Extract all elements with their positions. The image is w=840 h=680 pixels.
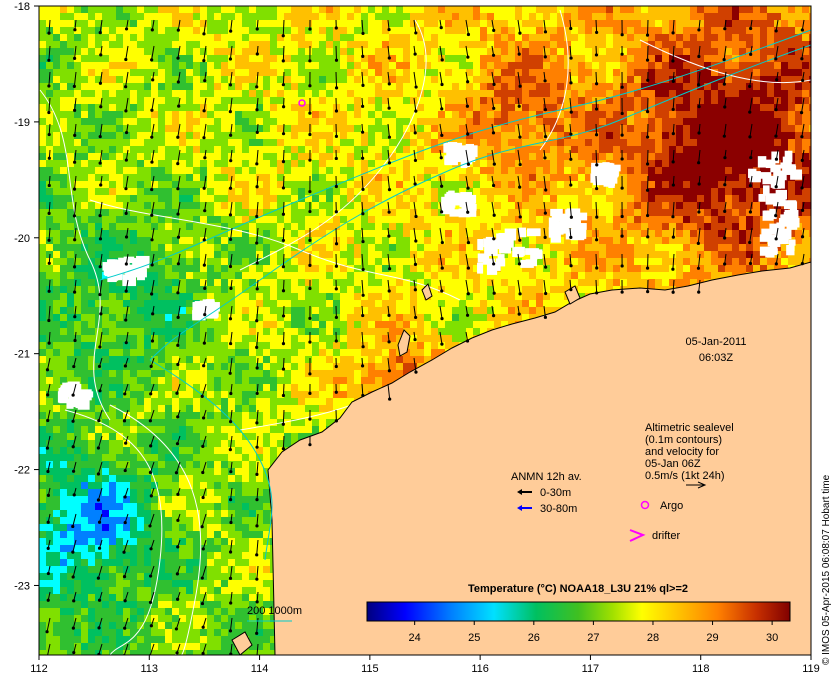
lon-tick-label: 112 [30,663,48,675]
colorbar-tick-label: 30 [766,632,778,644]
altimetry-line-1: Altimetric sealevel [645,422,734,434]
lat-tick-label: -22 [14,465,30,477]
longitude-axis: 112 113 114 115 116 117 118 119 [30,655,820,675]
land-mass [267,261,811,655]
lon-tick-label: 119 [802,663,820,675]
anmn-legend-item-2: 30-80m [540,503,577,515]
colorbar-tick-label: 27 [587,632,599,644]
lat-tick-label: -21 [14,349,30,361]
lat-tick-label: -20 [14,233,30,245]
argo-icon [640,500,650,510]
colorbar-tick-label: 26 [528,632,540,644]
bathymetry-legend: 200 1000m [247,605,302,622]
colorbar-tick-label: 29 [706,632,718,644]
lon-tick-label: 114 [251,663,269,675]
lat-tick-label: -19 [14,117,30,129]
islands [231,283,581,655]
isobath-lines [99,29,811,561]
colorbar-tick-label: 28 [647,632,659,644]
timestamp-date: 05-Jan-2011 [686,336,747,348]
cloud-gaps [57,142,803,410]
bathymetry-label: 200 1000m [247,605,302,617]
lon-tick-label: 117 [582,663,600,675]
altimetry-line-4: 05-Jan 06Z [645,458,701,470]
lon-tick-label: 118 [692,663,710,675]
colorbar-tick-label: 24 [409,632,421,644]
lon-tick-label: 116 [471,663,489,675]
temperature-colorbar: Temperature (°C) NOAA18_L3U 21% ql>=2 24… [366,583,791,644]
altimetry-line-5: 0.5m/s (1kt 24h) [645,470,724,482]
colorbar-gradient [366,601,791,622]
timestamp-time: 06:03Z [699,352,734,364]
drifter-label: drifter [652,530,680,542]
sealevel-contours [39,9,811,655]
lat-tick-label: -18 [14,1,30,13]
argo-label: Argo [660,500,683,512]
credit-text: © IMOS 05-Apr-2015 06:08:07 Hobart time [821,474,832,665]
latitude-axis: -18 -19 -20 -21 -22 -23 [14,1,39,592]
anmn-legend: ANMN 12h av. 0-30m 30-80m [511,471,582,515]
anmn-legend-item-1: 0-30m [540,487,571,499]
lon-tick-label: 115 [361,663,379,675]
float-legend: Argo drifter [629,500,683,542]
altimetry-line-2: (0.1m contours) [645,434,722,446]
colorbar-title: Temperature (°C) NOAA18_L3U 21% ql>=2 [468,583,688,595]
colorbar-tick-label: 25 [468,632,480,644]
velocity-arrows [45,19,805,655]
map-plot-area [39,6,811,655]
altimetry-note: Altimetric sealevel (0.1m contours) and … [645,422,734,489]
drifter-icon [629,529,646,542]
anmn-legend-title: ANMN 12h av. [511,471,582,483]
lat-tick-label: -23 [14,580,30,592]
altimetry-line-3: and velocity for [645,446,719,458]
argo-float-marker [298,99,306,107]
lon-tick-label: 113 [141,663,159,675]
map-frame [38,5,812,656]
